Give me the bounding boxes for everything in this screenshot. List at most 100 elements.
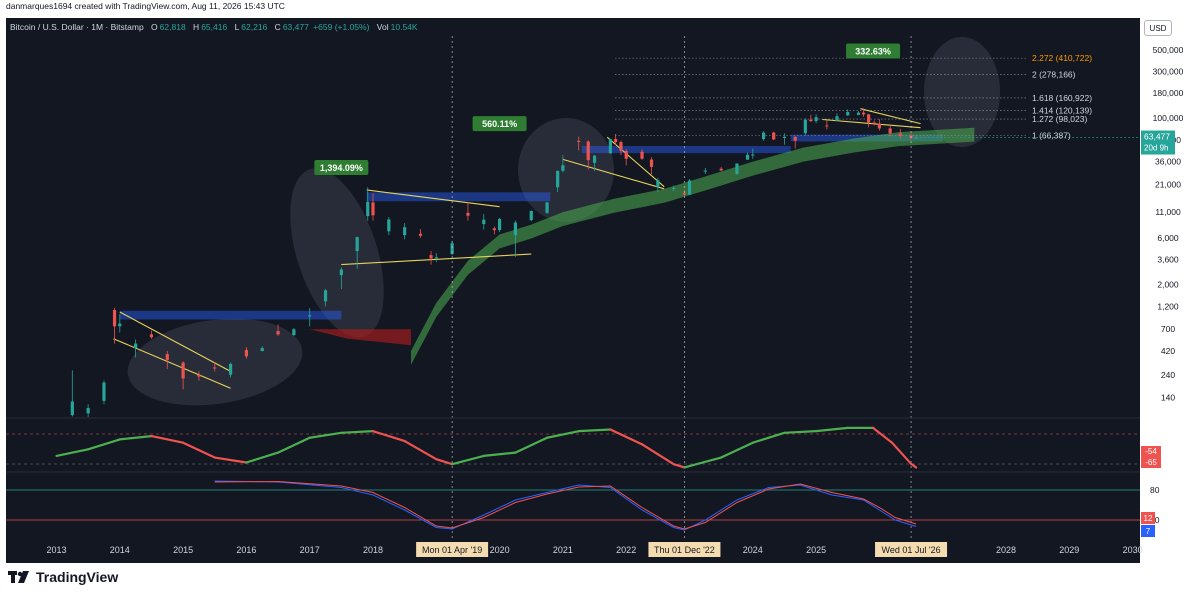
candle-body (782, 136, 787, 138)
price-tick-label: 500,000 (1153, 45, 1184, 55)
oscillator-1-segment (609, 428, 644, 446)
footer-branding: TradingView (8, 569, 118, 585)
candle-body (672, 187, 676, 189)
stoch-d-line (214, 480, 917, 530)
candle-body (867, 114, 871, 123)
candle-body (614, 139, 618, 143)
candle-body (761, 132, 766, 140)
legend-volume: Vol 10.54K (376, 22, 418, 32)
ichimoku-cloud-red (309, 329, 411, 346)
candle-body (577, 140, 581, 142)
candle-body (70, 401, 74, 416)
legend-high: H 65,416 (193, 22, 228, 32)
candle-body (260, 348, 264, 351)
year-tick-label: 2029 (1059, 545, 1079, 555)
date-marker-label: Mon 01 Apr '19 (422, 545, 482, 555)
supply-zone (119, 310, 342, 320)
tradingview-logo-icon (8, 571, 29, 583)
candle-body (308, 315, 312, 317)
candle-body (403, 227, 407, 236)
candle-body (608, 139, 612, 154)
year-tick-label: 2024 (743, 545, 763, 555)
candle-body (872, 122, 876, 124)
oscillator-1-segment (720, 441, 754, 459)
oscillator-1-segment (545, 430, 580, 439)
year-tick-label: 2015 (173, 545, 193, 555)
candle-body (244, 349, 248, 357)
oscillator-1-segment (308, 431, 343, 439)
oscillator-1-segment (577, 428, 612, 433)
price-tick-label: 6,000 (1157, 233, 1179, 243)
candle-body (745, 154, 750, 160)
candle-body (112, 310, 117, 327)
candle-body (793, 136, 797, 141)
fib-label: 2 (278,166) (1032, 70, 1076, 80)
oscillator-1-segment (87, 438, 121, 451)
year-tick-label: 2014 (110, 545, 130, 555)
gain-label-text: 1,394.09% (320, 163, 363, 173)
year-tick-label: 2016 (236, 545, 256, 555)
candle-body (703, 170, 707, 172)
brand-name: TradingView (36, 569, 119, 585)
candle-body (888, 128, 892, 134)
trend-line (119, 311, 231, 372)
candle-body (55, 459, 58, 499)
author-credit: danmarques1694 created with TradingView.… (6, 1, 285, 11)
oscillator-1-segment (909, 462, 918, 469)
trend-line (366, 189, 500, 208)
candle-body (213, 367, 217, 369)
oscillator-1-segment (403, 439, 438, 461)
oscillator-1-segment (871, 426, 894, 444)
candle-body (387, 219, 391, 232)
oscillator-1-value: -65 (1145, 458, 1157, 467)
date-marker-label: Wed 01 Jul '26 (882, 545, 941, 555)
price-tick-label: 21,000 (1155, 180, 1181, 190)
currency-button[interactable]: USD (1144, 20, 1172, 36)
price-tick-label: 2,000 (1157, 280, 1179, 290)
date-marker-tag (875, 542, 948, 557)
stoch-k-line (214, 480, 917, 531)
candle-body (339, 269, 343, 276)
candle-body (118, 323, 122, 327)
symbol-title: Bitcoin / U.S. Dollar · 1M · Bitstamp (10, 22, 144, 32)
candle-body (656, 180, 660, 187)
year-tick-label: 2022 (616, 545, 636, 555)
trend-line (606, 136, 665, 188)
price-tick-label: 11,000 (1155, 207, 1181, 217)
oscillator-1-segment (340, 430, 375, 434)
candle-body (825, 125, 829, 127)
candle-body (434, 257, 438, 259)
candle-body (529, 210, 533, 221)
oscillator-1-segment (890, 441, 913, 465)
oscillator-1-tag (1141, 457, 1161, 468)
candle-body (482, 219, 486, 225)
candle-body (682, 193, 686, 195)
oscillator-1-segment (482, 451, 517, 457)
stoch-tag (1141, 512, 1155, 524)
oscillator-1-segment (814, 426, 849, 433)
trend-line (860, 108, 921, 125)
legend-change: +659 (+1.05%) (313, 22, 370, 32)
candle-body (556, 170, 560, 188)
candle-body (181, 362, 185, 379)
candle-body (861, 112, 866, 115)
oscillator-1-segment (118, 435, 153, 441)
legend-low: L 62,216 (234, 22, 268, 32)
candle-body (450, 243, 454, 255)
gain-label-text: 332.63% (855, 46, 891, 56)
candle-body (814, 117, 818, 122)
candle-body (149, 334, 154, 338)
candle-body (492, 228, 496, 231)
candle-body (197, 374, 201, 377)
candle-body (619, 142, 623, 151)
candle-body (735, 163, 739, 174)
year-tick-label: 2020 (490, 545, 510, 555)
gain-label-box (314, 160, 369, 176)
stoch-value: 7 (1146, 527, 1151, 536)
price-axis[interactable] (1140, 18, 1196, 563)
trend-line (562, 158, 665, 190)
year-tick-label: 2025 (806, 545, 826, 555)
legend-close: C 63,477 (274, 22, 309, 32)
